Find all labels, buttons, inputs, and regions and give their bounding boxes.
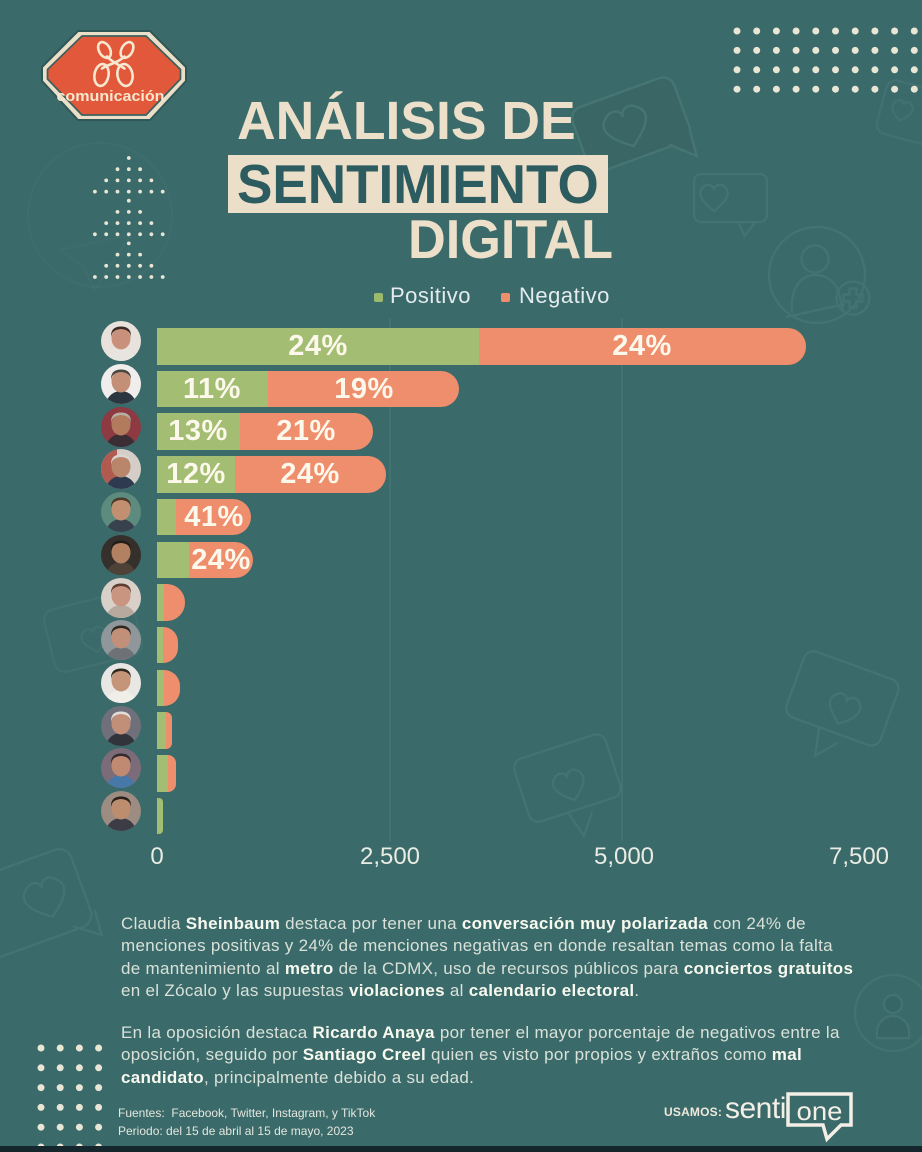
svg-text:one: one <box>797 1096 843 1126</box>
svg-text:comunicación: comunicación <box>57 89 165 105</box>
